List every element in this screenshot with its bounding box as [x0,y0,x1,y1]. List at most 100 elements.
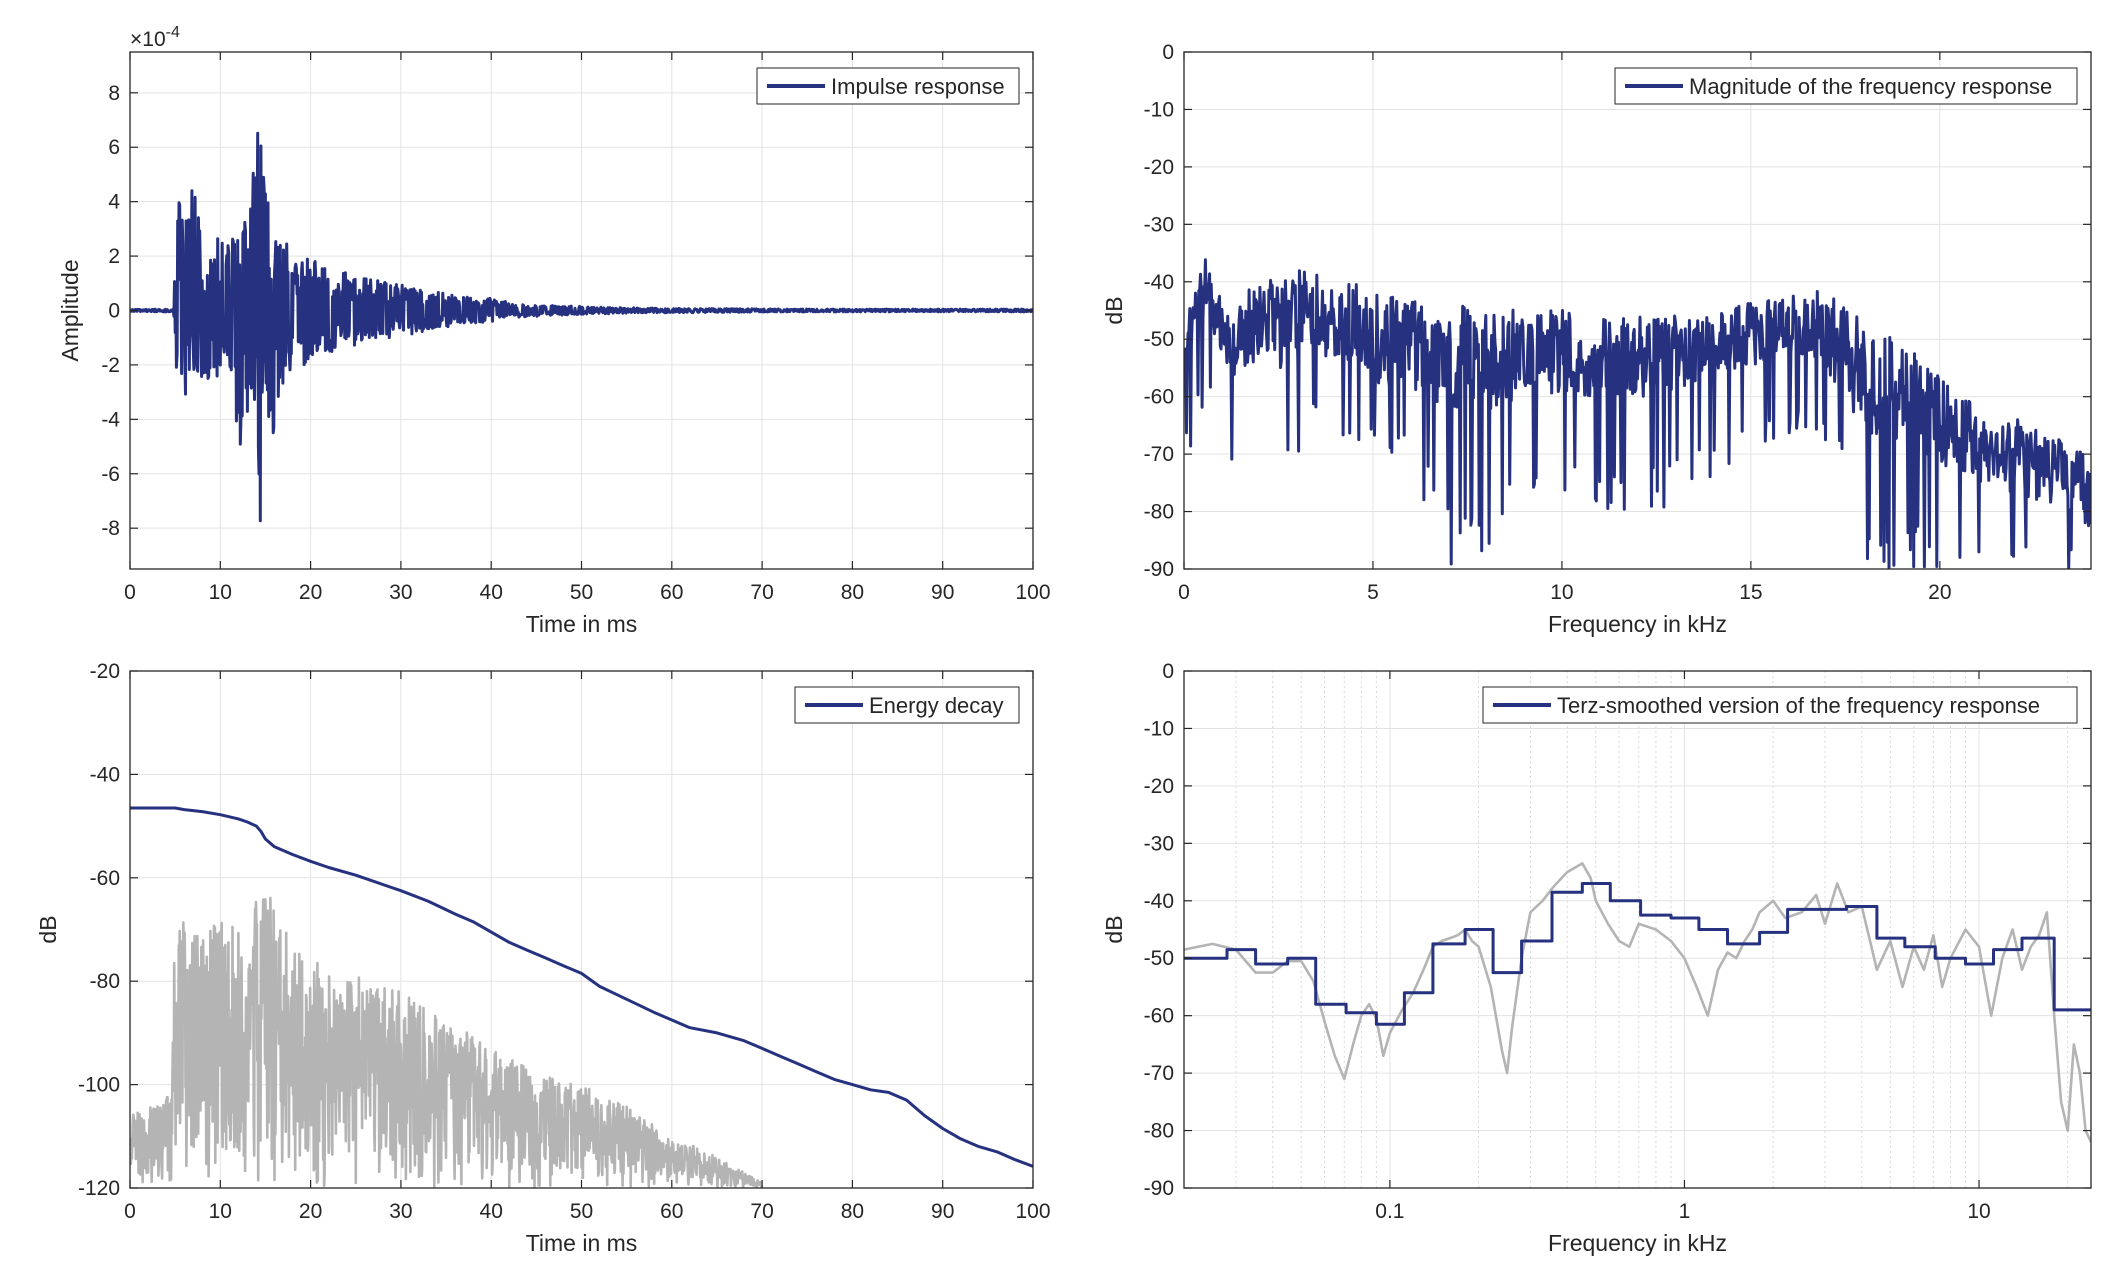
impulse-series-impulse-response [130,131,1033,523]
terz-y-tick-label: -50 [1144,947,1174,970]
terz-ticks: 0.1 1 10 0 -10 -20 -30 -40 -50 -60 -70 -80 -90 [1144,660,2091,1223]
energy-x-tick-label: 60 [660,1200,683,1223]
magnitude-legend-frame [1614,67,2078,105]
impulse-y-tick-label: 6 [108,136,120,159]
energy-x-tick-label: 10 [209,1200,232,1223]
magnitude-y-axis-label: dB [1101,296,1127,324]
impulse-x-tick-label: 60 [660,581,683,604]
impulse-legend[interactable]: Impulse response [756,67,1020,105]
terz-y-tick-label: -20 [1144,775,1174,798]
impulse-x-tick-label: 30 [389,581,412,604]
terz-legend-frame [1482,686,2078,724]
impulse-x-tick-label: 100 [1015,581,1050,604]
impulse-y-tick-label: 0 [108,300,120,323]
impulse-x-tick-label: 80 [841,581,864,604]
energy-legend[interactable]: Energy decay [794,686,1020,724]
terz-y-tick-label: -10 [1144,717,1174,740]
magnitude-x-tick-label: 0 [1178,581,1190,604]
impulse-x-tick-label: 70 [750,581,773,604]
magnitude-plot-area [1184,258,2091,569]
magnitude-ticks: 0 5 10 15 20 0 -10 -20 -30 -40 -50 -60 -70 -80 -90 [1144,41,2091,604]
energy-x-tick-label: 70 [750,1200,773,1223]
impulse-legend-label: Impulse response [831,74,1005,99]
impulse-x-axis-label: Time in ms [526,611,638,637]
magnitude-x-tick-label: 15 [1739,581,1762,604]
impulse-y-tick-label: 2 [108,245,120,268]
terz-y-tick-label: -60 [1144,1005,1174,1028]
magnitude-y-tick-label: -20 [1144,156,1174,179]
impulse-x-tick-label: 90 [931,581,954,604]
energy-x-tick-label: 0 [124,1200,136,1223]
energy-x-tick-label: 100 [1015,1200,1050,1223]
energy-legend-label: Energy decay [869,693,1004,718]
energy-ticks: 0 10 20 30 40 50 60 70 80 90 100 -20 -40 -60 -80 -100 -1… [78,660,1051,1223]
magnitude-legend-label: Magnitude of the frequency response [1689,74,2052,99]
energy-series-energy-decay [130,806,1033,1168]
magnitude-y-tick-label: -70 [1144,443,1174,466]
energy-x-tick-label: 80 [841,1200,864,1223]
energy-x-tick-label: 20 [299,1200,322,1223]
magnitude-y-tick-label: -50 [1144,328,1174,351]
magnitude-response-axes: 0 5 10 15 20 0 -10 -20 -30 -40 -50 -60 -70 -80 -90 Fre… [1101,41,2092,637]
energy-x-tick-label: 90 [931,1200,954,1223]
magnitude-x-tick-label: 20 [1928,581,1951,604]
magnitude-x-tick-label: 10 [1550,581,1573,604]
impulse-x-tick-label: 40 [480,581,503,604]
impulse-y-tick-label: 8 [108,82,120,105]
impulse-y-tick-label: -6 [101,463,120,486]
energy-y-tick-label: -120 [78,1177,120,1200]
impulse-y-tick-label: -8 [101,517,120,540]
terz-axes-box [1183,670,2092,1189]
magnitude-y-tick-label: -90 [1144,558,1174,581]
terz-plot-area [1184,862,2091,1143]
energy-y-tick-label: -60 [90,867,120,890]
impulse-y-axis-label: Amplitude [57,259,83,361]
impulse-y-tick-label: -2 [101,354,120,377]
impulse-x-tick-label: 50 [570,581,593,604]
terz-legend[interactable]: Terz-smoothed version of the frequency r… [1482,686,2078,724]
terz-y-tick-label: -40 [1144,890,1174,913]
terz-y-axis-label: dB [1101,915,1127,943]
terz-y-tick-label: -70 [1144,1062,1174,1085]
terz-y-tick-label: -30 [1144,832,1174,855]
energy-x-tick-label: 50 [570,1200,593,1223]
terz-y-tick-label: 0 [1162,660,1174,683]
terz-legend-label: Terz-smoothed version of the frequency r… [1557,693,2040,718]
impulse-exponent-power: -4 [166,24,180,41]
magnitude-y-tick-label: -40 [1144,271,1174,294]
magnitude-series-magnitude-of-the-frequency-response [1184,258,2091,569]
impulse-y-tick-label: -4 [101,408,120,431]
energy-y-tick-label: -100 [78,1074,120,1097]
magnitude-y-tick-label: -80 [1144,501,1174,524]
energy-reference-series [130,896,764,1188]
magnitude-legend[interactable]: Magnitude of the frequency response [1614,67,2078,105]
terz-x-tick-label: 1 [1679,1200,1691,1223]
terz-x-tick-label: 10 [1967,1200,1990,1223]
magnitude-axes-box [1183,51,2092,570]
impulse-y-tick-label: 4 [108,191,120,214]
impulse-response-axes: 0 10 20 30 40 50 60 70 80 90 100 -8 -6 -4 -2 0 2 4 6 8 Time… [57,24,1051,637]
energy-y-tick-label: -40 [90,763,120,786]
impulse-x-tick-label: 0 [124,581,136,604]
magnitude-y-tick-label: -10 [1144,98,1174,121]
magnitude-y-tick-label: -60 [1144,386,1174,409]
impulse-ticks: 0 10 20 30 40 50 60 70 80 90 100 -8 -6 -4 -2 0 2 4 6 8 [101,52,1051,604]
magnitude-y-tick-label: -30 [1144,213,1174,236]
energy-y-axis-label: dB [35,915,61,943]
energy-decay-axes: 0 10 20 30 40 50 60 70 80 90 100 -20 -40 -60 -80 -100 -1… [35,660,1051,1256]
terz-series-terz-smoothed-version-of-the-frequency-response [1184,882,2091,1026]
terz-x-tick-label: 0.1 [1375,1200,1404,1223]
impulse-plot-area [130,131,1033,523]
impulse-exponent-label: ×10-4 [130,24,180,51]
impulse-x-tick-label: 10 [209,581,232,604]
energy-x-tick-label: 30 [389,1200,412,1223]
magnitude-grid [1184,52,2091,569]
energy-y-tick-label: -20 [90,660,120,683]
magnitude-x-axis-label: Frequency in kHz [1548,611,1727,637]
terz-grid [1184,671,2091,1188]
energy-x-tick-label: 40 [480,1200,503,1223]
energy-y-tick-label: -80 [90,970,120,993]
energy-x-axis-label: Time in ms [526,1230,638,1256]
impulse-x-tick-label: 20 [299,581,322,604]
magnitude-y-tick-label: 0 [1162,41,1174,64]
